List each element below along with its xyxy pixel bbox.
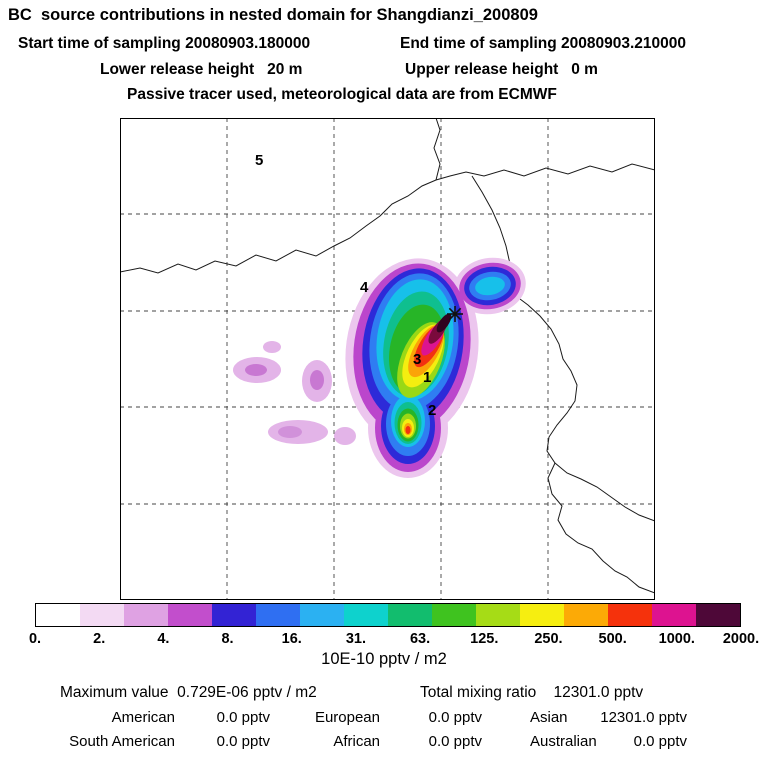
sampling-start-text: Start time of sampling 20080903.180000: [18, 35, 311, 52]
colorbar-tick-label: 500.: [598, 631, 627, 647]
continent-grid: American 0.0 pptv European 0.0 pptv Asian 123…: [0, 706, 687, 754]
colorbar-tick-label: 2.: [93, 631, 106, 647]
continent-label: American: [111, 709, 175, 726]
upper-release-text: Upper release height 0 m: [405, 61, 598, 78]
colorbar-unit-label: 10E-10 pptv / m2: [321, 650, 447, 668]
main-plume-contours: [345, 257, 526, 478]
colorbar-segment: [256, 604, 300, 626]
source-marker-4: 4: [360, 279, 369, 296]
colorbar-tick-label: 0.: [28, 631, 42, 647]
maximum-value-text: Maximum value 0.729E-06 pptv / m2: [60, 684, 317, 701]
secondary-plume-patches: [233, 341, 356, 445]
page-title: BC source contributions in nested domain…: [8, 6, 538, 24]
colorbar-segment: [124, 604, 168, 626]
colorbar-tick-label: 250.: [534, 631, 563, 647]
colorbar-tick-label: 4.: [157, 631, 170, 647]
sampling-end-text: End time of sampling 20080903.210000: [400, 35, 687, 52]
continent-label: South American: [69, 733, 175, 750]
continent-value: 0.0 pptv: [633, 733, 687, 750]
continent-label: Asian: [530, 709, 568, 726]
colorbar-tick-label: 1000.: [658, 631, 695, 647]
map-panel: 5 4 3 1 2: [119, 117, 656, 600]
colorbar-segment: [696, 604, 740, 626]
colorbar-tick-label: 125.: [470, 631, 499, 647]
colorbar-segment: [564, 604, 608, 626]
colorbar-tick-label: 63.: [409, 631, 431, 647]
continent-label: Australian: [530, 733, 597, 750]
source-markers: 5 4 3 1 2: [255, 152, 436, 419]
total-mixing-ratio-text: Total mixing ratio 12301.0 pptv: [420, 684, 644, 701]
colorbar-tick-label: 16.: [281, 631, 302, 647]
colorbar-segment: [476, 604, 520, 626]
colorbar-segment: [80, 604, 124, 626]
colorbar-tick-label: 31.: [345, 631, 366, 647]
continent-value: 0.0 pptv: [428, 733, 482, 750]
colorbar-segment: [212, 604, 256, 626]
continent-value: 0.0 pptv: [216, 733, 270, 750]
colorbar: [35, 603, 741, 627]
tracer-note-text: Passive tracer used, meteorological data…: [127, 86, 557, 103]
continent-label: African: [333, 733, 380, 750]
colorbar-segment: [432, 604, 476, 626]
colorbar-segment: [652, 604, 696, 626]
colorbar-tick-label: 2000.: [722, 631, 760, 647]
source-marker-2: 2: [428, 402, 436, 419]
map-border: [120, 118, 655, 600]
lower-release-text: Lower release height 20 m: [100, 61, 303, 78]
colorbar-segment: [168, 604, 212, 626]
colorbar-segment: [608, 604, 652, 626]
map-plot: 5 4 3 1 2: [119, 117, 656, 600]
colorbar-segment: [388, 604, 432, 626]
colorbar-segment: [300, 604, 344, 626]
colorbar-segment: [344, 604, 388, 626]
receptor-star-icon: [447, 306, 463, 322]
source-marker-5: 5: [255, 152, 263, 169]
source-marker-1: 1: [423, 369, 431, 386]
continent-value: 12301.0 pptv: [600, 709, 687, 726]
colorbar-tick-label: 8.: [221, 631, 234, 647]
continent-value: 0.0 pptv: [428, 709, 482, 726]
colorbar-ticks: 0. 2. 4. 8. 16. 31. 63. 125. 250. 500. 1000. 2000.: [29, 631, 759, 649]
colorbar-segment: [36, 604, 80, 626]
source-marker-3: 3: [413, 351, 421, 368]
continent-label: European: [314, 709, 380, 726]
continent-value: 0.0 pptv: [216, 709, 270, 726]
colorbar-segment: [520, 604, 564, 626]
